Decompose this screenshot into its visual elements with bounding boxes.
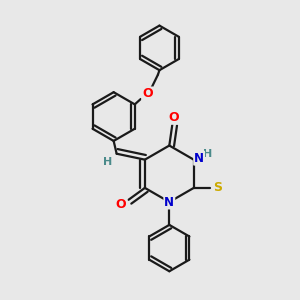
Text: O: O <box>116 198 126 211</box>
Text: N: N <box>194 152 204 165</box>
Text: N: N <box>164 196 174 208</box>
Text: H: H <box>103 157 112 167</box>
Text: S: S <box>213 182 222 194</box>
Text: O: O <box>169 111 179 124</box>
Text: H: H <box>202 149 212 159</box>
Text: O: O <box>142 88 153 100</box>
